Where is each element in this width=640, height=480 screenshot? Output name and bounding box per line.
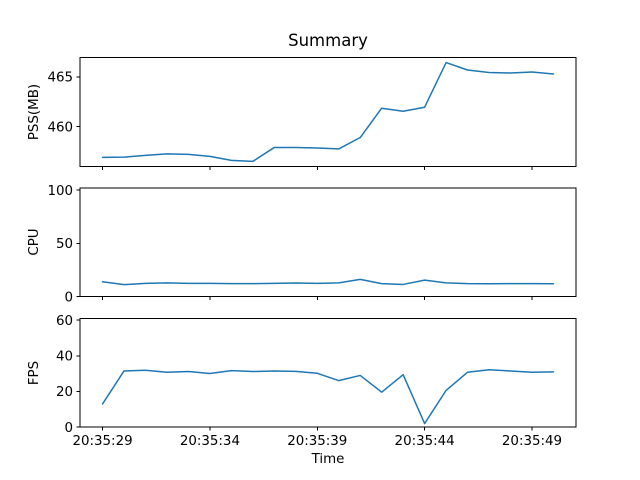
cpu-y-tick-label: 100 — [47, 184, 73, 199]
pss-line — [101, 61, 555, 163]
fps-axis-label: FPS — [27, 360, 42, 386]
fps-line — [101, 368, 555, 425]
x-tick-label: 20:35:29 — [72, 434, 132, 449]
figure-title: Summary — [288, 31, 368, 50]
fps-y-tick-label: 40 — [56, 350, 73, 365]
pss-axis-label: PSS(MB) — [27, 83, 42, 141]
x-tick-label: 20:35:34 — [180, 434, 240, 449]
cpu-y-tick-label: 0 — [64, 290, 73, 305]
cpu-plot-frame — [79, 187, 577, 298]
fps-y-tick-label: 20 — [56, 385, 73, 400]
cpu-y-tick-label: 50 — [56, 237, 73, 252]
fps-y-tick-label: 60 — [56, 314, 73, 329]
cpu-axis-label: CPU — [27, 228, 42, 256]
fps-y-tick-label: 0 — [64, 421, 73, 436]
pss-y-tick-label: 460 — [47, 120, 73, 135]
x-tick-label: 20:35:39 — [287, 434, 347, 449]
time-axis-label: Time — [311, 452, 345, 467]
pss-plot-frame — [79, 57, 577, 167]
fps-plot-frame — [79, 317, 577, 428]
cpu-line — [101, 278, 555, 286]
pss-y-tick-label: 465 — [47, 71, 73, 86]
x-tick-label: 20:35:49 — [502, 434, 562, 449]
x-tick-label: 20:35:44 — [395, 434, 455, 449]
